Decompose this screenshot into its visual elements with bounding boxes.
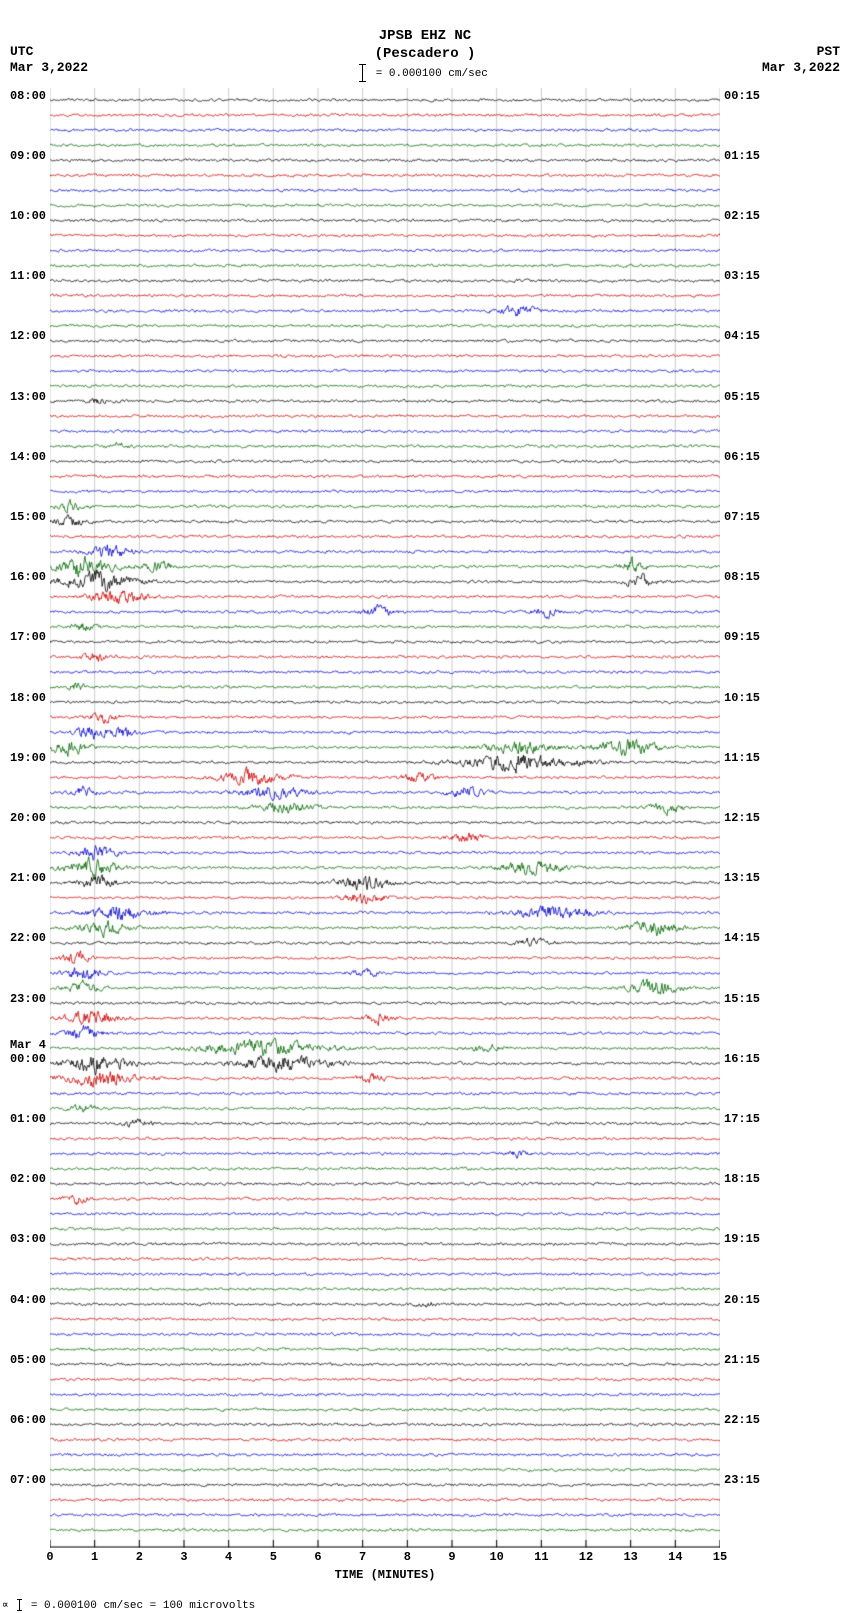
right-hour-label: 03:15 [724, 269, 760, 283]
right-hour-label: 12:15 [724, 811, 760, 825]
right-hour-label: 15:15 [724, 992, 760, 1006]
right-hour-label: 06:15 [724, 450, 760, 464]
left-hour-label: 03:00 [10, 1232, 46, 1246]
footer-bar-icon [19, 1599, 20, 1611]
left-hour-label: 18:00 [10, 691, 46, 705]
right-hour-label: 19:15 [724, 1232, 760, 1246]
left-hour-label: 20:00 [10, 811, 46, 825]
left-hour-label: 11:00 [10, 269, 46, 283]
x-tick-label: 2 [136, 1550, 143, 1564]
x-tick-label: 14 [668, 1550, 682, 1564]
left-hour-label: 00:00 [10, 1052, 46, 1066]
right-hour-label: 11:15 [724, 751, 760, 765]
right-hour-label: 23:15 [724, 1473, 760, 1487]
timezone-right: PST [817, 44, 840, 59]
x-tick-label: 6 [314, 1550, 321, 1564]
left-hour-label: 10:00 [10, 209, 46, 223]
left-hour-label: 12:00 [10, 329, 46, 343]
left-hour-label: 23:00 [10, 992, 46, 1006]
right-hour-labels: 00:15 01:15 02:15 03:15 04:15 05:15 06:15 07:15… [722, 88, 842, 1548]
x-tick-label: 11 [534, 1550, 548, 1564]
right-hour-label: 18:15 [724, 1172, 760, 1186]
x-tick-label: 4 [225, 1550, 232, 1564]
right-hour-label: 00:15 [724, 89, 760, 103]
left-hour-label: 17:00 [10, 630, 46, 644]
right-hour-label: 17:15 [724, 1112, 760, 1126]
right-hour-label: 20:15 [724, 1293, 760, 1307]
right-hour-label: 14:15 [724, 931, 760, 945]
right-hour-label: 13:15 [724, 871, 760, 885]
x-tick-label: 8 [404, 1550, 411, 1564]
footer-text: = 0.000100 cm/sec = 100 microvolts [31, 1600, 255, 1612]
x-tick-label: 15 [713, 1550, 727, 1564]
right-hour-label: 09:15 [724, 630, 760, 644]
x-axis-label: TIME (MINUTES) [0, 1568, 770, 1582]
x-tick-label: 1 [91, 1550, 98, 1564]
left-hour-label: 19:00 [10, 751, 46, 765]
left-hour-label: 09:00 [10, 149, 46, 163]
footer-scale: ∝ = 0.000100 cm/sec = 100 microvolts [2, 1598, 255, 1612]
timezone-left: UTC [10, 44, 33, 59]
left-hour-label: 05:00 [10, 1353, 46, 1367]
right-hour-label: 04:15 [724, 329, 760, 343]
left-hour-label: 01:00 [10, 1112, 46, 1126]
right-hour-label: 02:15 [724, 209, 760, 223]
station-title: JPSB EHZ NC [0, 28, 850, 44]
x-tick-label: 7 [359, 1550, 366, 1564]
left-hour-labels: 08:00 09:00 10:00 11:00 12:00 13:00 14:00 15:00… [0, 88, 48, 1548]
right-hour-label: 16:15 [724, 1052, 760, 1066]
seismogram-plot [50, 88, 720, 1548]
right-hour-label: 22:15 [724, 1413, 760, 1427]
left-hour-label: 16:00 [10, 570, 46, 584]
date-right: Mar 3,2022 [762, 60, 840, 75]
left-hour-label: 02:00 [10, 1172, 46, 1186]
left-hour-label: 14:00 [10, 450, 46, 464]
x-tick-label: 3 [180, 1550, 187, 1564]
left-hour-label: 13:00 [10, 390, 46, 404]
scale-indicator: = 0.000100 cm/sec [0, 64, 850, 82]
seismogram-canvas [50, 88, 720, 1548]
left-hour-label: 06:00 [10, 1413, 46, 1427]
x-tick-label: 13 [623, 1550, 637, 1564]
day-change-label: Mar 4 [10, 1038, 46, 1052]
right-hour-label: 10:15 [724, 691, 760, 705]
x-tick-label: 9 [448, 1550, 455, 1564]
left-hour-label: 22:00 [10, 931, 46, 945]
x-tick-label: 5 [270, 1550, 277, 1564]
right-hour-label: 21:15 [724, 1353, 760, 1367]
location-subtitle: (Pescadero ) [0, 46, 850, 62]
right-hour-label: 08:15 [724, 570, 760, 584]
helicorder-container: JPSB EHZ NC (Pescadero ) = 0.000100 cm/s… [0, 0, 850, 1613]
left-hour-label: 15:00 [10, 510, 46, 524]
scale-text: = 0.000100 cm/sec [376, 68, 488, 80]
right-hour-label: 05:15 [724, 390, 760, 404]
x-tick-label: 12 [579, 1550, 593, 1564]
scale-bar-icon [362, 64, 363, 82]
x-tick-label: 0 [46, 1550, 53, 1564]
x-tick-label: 10 [489, 1550, 503, 1564]
footer-prefix: ∝ [2, 1600, 9, 1612]
right-hour-label: 07:15 [724, 510, 760, 524]
right-hour-label: 01:15 [724, 149, 760, 163]
left-hour-label: 04:00 [10, 1293, 46, 1307]
date-left: Mar 3,2022 [10, 60, 88, 75]
left-hour-label: 21:00 [10, 871, 46, 885]
left-hour-label: 07:00 [10, 1473, 46, 1487]
left-hour-label: 08:00 [10, 89, 46, 103]
